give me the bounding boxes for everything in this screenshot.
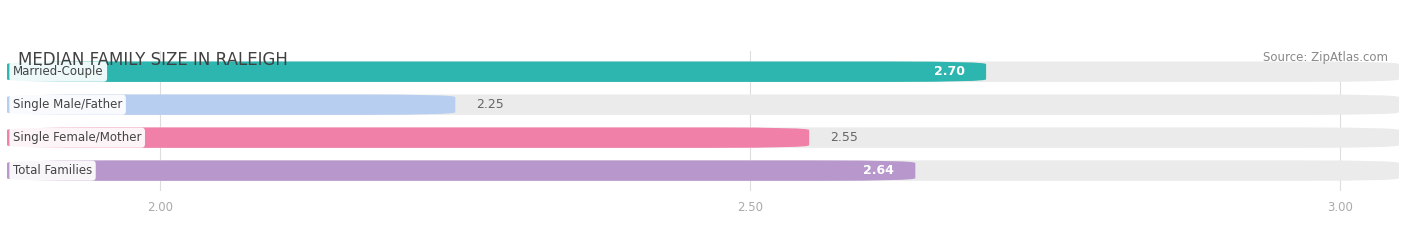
Text: 2.25: 2.25: [477, 98, 505, 111]
Text: 2.64: 2.64: [863, 164, 894, 177]
FancyBboxPatch shape: [7, 160, 1399, 181]
Text: Source: ZipAtlas.com: Source: ZipAtlas.com: [1263, 51, 1388, 64]
FancyBboxPatch shape: [7, 160, 915, 181]
Text: MEDIAN FAMILY SIZE IN RALEIGH: MEDIAN FAMILY SIZE IN RALEIGH: [18, 51, 288, 69]
Text: Total Families: Total Families: [13, 164, 93, 177]
FancyBboxPatch shape: [7, 94, 1399, 115]
FancyBboxPatch shape: [7, 127, 810, 148]
FancyBboxPatch shape: [7, 62, 1399, 82]
Text: Single Male/Father: Single Male/Father: [13, 98, 122, 111]
Text: Married-Couple: Married-Couple: [13, 65, 104, 78]
Text: Single Female/Mother: Single Female/Mother: [13, 131, 142, 144]
Text: 2.70: 2.70: [934, 65, 965, 78]
FancyBboxPatch shape: [7, 127, 1399, 148]
Text: 2.55: 2.55: [831, 131, 858, 144]
FancyBboxPatch shape: [7, 62, 986, 82]
FancyBboxPatch shape: [7, 94, 456, 115]
